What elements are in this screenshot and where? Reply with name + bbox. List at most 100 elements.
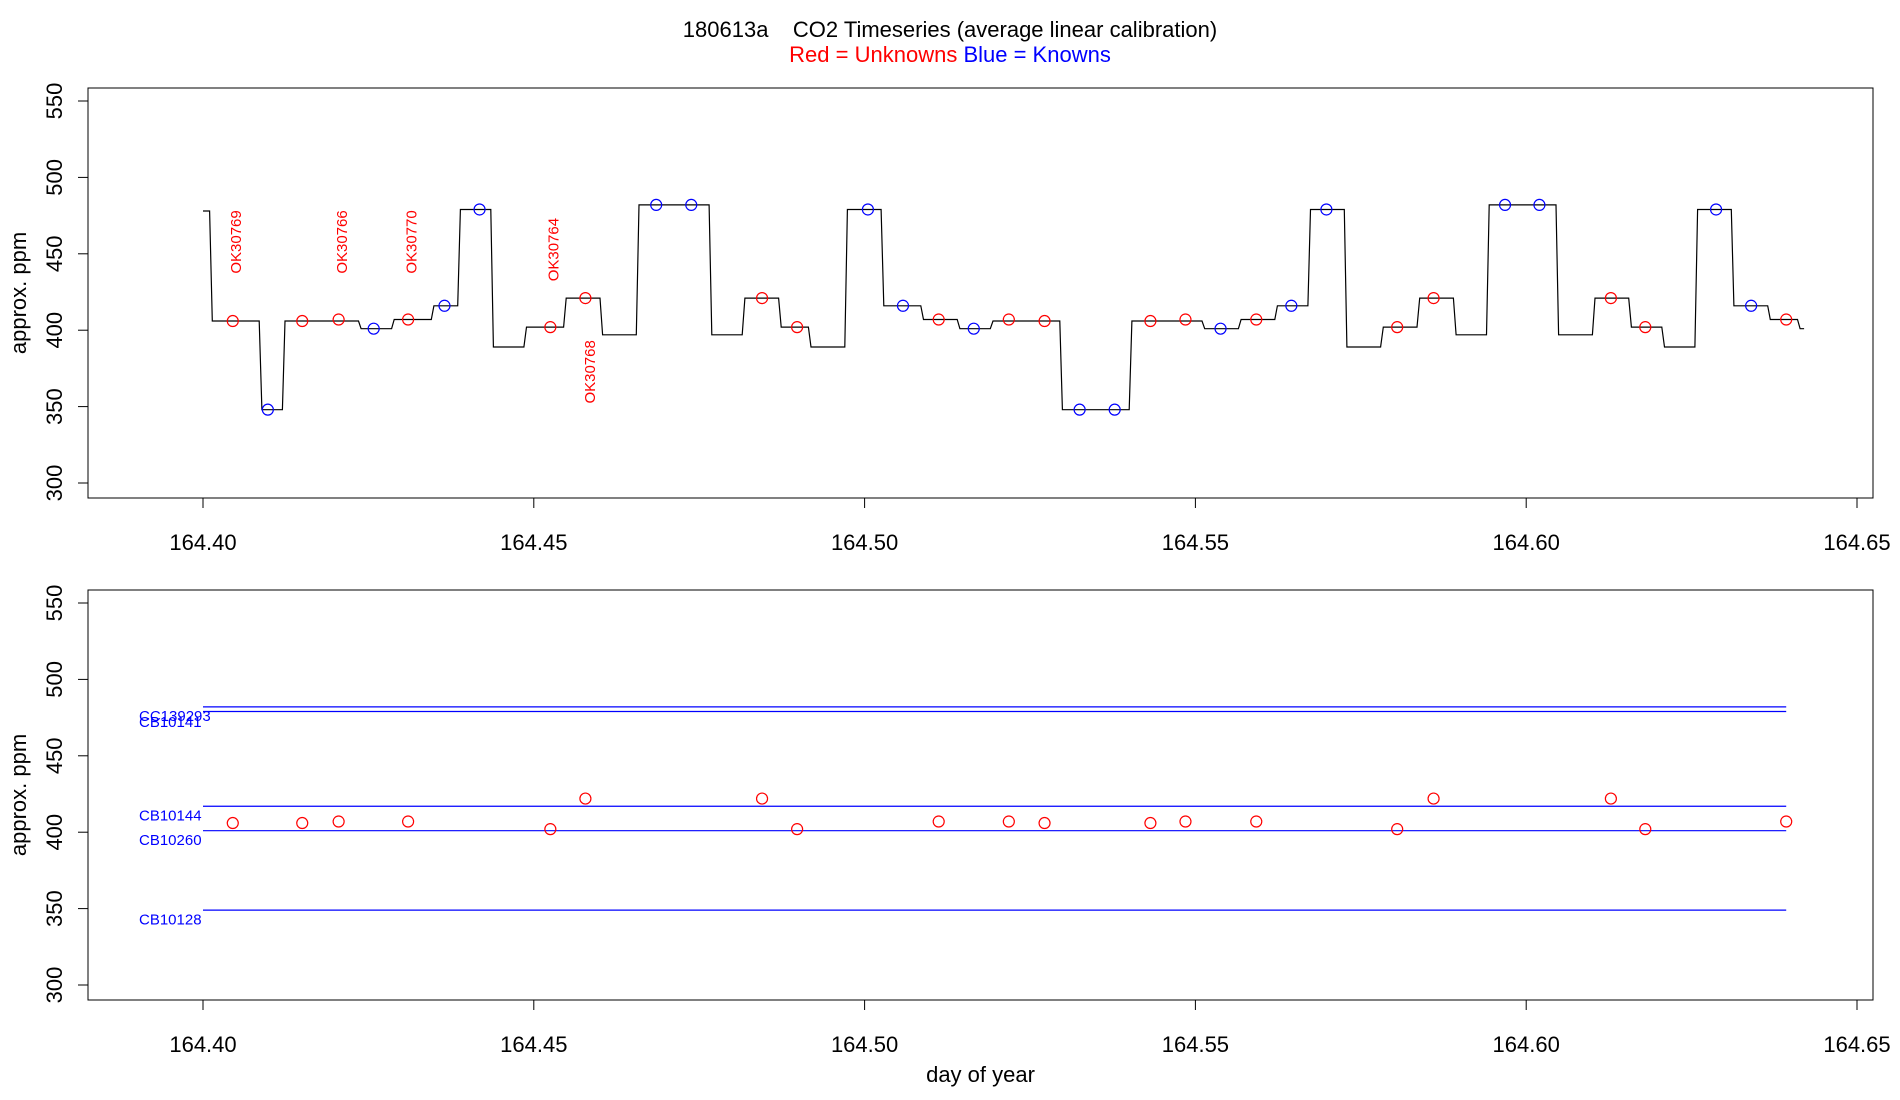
x-tick-label: 164.60	[1493, 1032, 1560, 1057]
x-tick-label: 164.45	[500, 530, 567, 555]
known-point	[367, 322, 380, 335]
unknown-point	[1639, 823, 1652, 836]
known-point	[1533, 198, 1546, 212]
y-axis-label: approx. ppm	[6, 232, 31, 354]
unknown-point	[544, 823, 557, 836]
unknown-point	[401, 815, 415, 828]
unknown-point	[932, 313, 945, 326]
y-tick-label: 400	[42, 814, 67, 851]
unknown-point	[1002, 815, 1015, 828]
unknown-point	[1179, 815, 1192, 828]
unknown-point	[1250, 815, 1263, 828]
unknown-point	[401, 313, 415, 326]
known-point	[861, 203, 875, 216]
x-tick-label: 164.40	[169, 1032, 236, 1057]
y-tick-label: 450	[42, 235, 67, 272]
known-point	[1108, 403, 1121, 416]
y-tick-label: 500	[42, 159, 67, 196]
x-tick-label: 164.40	[169, 530, 236, 555]
sample-id-label: OK30770	[403, 210, 420, 273]
plot-frame	[87, 589, 1874, 1001]
y-tick-label: 350	[42, 388, 67, 425]
unknown-point	[755, 292, 769, 305]
unknown-point	[755, 792, 769, 805]
unknown-point	[1002, 313, 1015, 326]
unknown-point	[332, 815, 345, 828]
co2-trace-line	[203, 204, 1805, 411]
y-tick-label: 300	[42, 967, 67, 1004]
x-tick-label: 164.45	[500, 1032, 567, 1057]
unknown-point	[579, 292, 592, 305]
unknown-point	[932, 815, 945, 828]
unknown-point	[1780, 815, 1793, 828]
x-tick-label: 164.55	[1162, 530, 1229, 555]
y-tick-label: 400	[42, 312, 67, 349]
known-point	[438, 299, 451, 312]
chart-subtitle: Red = Unknowns Blue = Knowns	[789, 42, 1111, 67]
known-point	[650, 198, 663, 212]
known-point	[967, 322, 980, 335]
unknown-point	[1179, 313, 1192, 326]
known-point	[1285, 299, 1298, 312]
unknown-point	[1604, 292, 1617, 305]
unknown-point	[226, 314, 239, 328]
unknown-point	[1427, 792, 1440, 805]
unknown-point	[1391, 321, 1404, 334]
unknown-point	[791, 823, 804, 836]
known-point	[1073, 403, 1086, 416]
y-tick-label: 450	[42, 737, 67, 774]
x-tick-label: 164.65	[1823, 530, 1890, 555]
known-point	[473, 203, 486, 216]
known-point	[1498, 198, 1512, 212]
sample-id-label: OK30768	[582, 340, 599, 403]
unknown-point	[1604, 792, 1617, 805]
top-panel: 164.40 164.45 164.50 164.55 164.60 164.65 300 3…	[6, 83, 1891, 555]
unknown-point	[332, 313, 345, 326]
y-tick-label: 550	[42, 585, 67, 622]
unknown-point	[1250, 313, 1263, 326]
reference-line-label: CB10141	[139, 714, 202, 731]
reference-line-label: CB10144	[139, 807, 202, 824]
unknown-point	[296, 816, 309, 830]
unknown-point	[1427, 292, 1440, 305]
known-point	[896, 299, 910, 312]
reference-line-label: CB10128	[139, 911, 202, 928]
x-tick-label: 164.65	[1823, 1032, 1890, 1057]
sample-id-label: OK30769	[228, 210, 245, 273]
sample-id-label: OK30766	[334, 210, 351, 273]
known-point	[1214, 322, 1227, 335]
unknown-point	[791, 321, 804, 334]
known-point	[1745, 299, 1758, 312]
unknown-point	[296, 314, 309, 328]
plot-frame	[87, 87, 1874, 499]
unknown-point	[1639, 321, 1652, 334]
known-point	[1709, 203, 1723, 216]
unknown-point	[579, 792, 592, 805]
subtitle-unknowns: Red = Unknowns	[789, 42, 957, 67]
y-tick-label: 500	[42, 661, 67, 698]
chart-title: 180613a CO2 Timeseries (average linear c…	[683, 17, 1217, 42]
unknown-point	[226, 816, 239, 830]
unknown-point	[1144, 816, 1157, 830]
known-point	[685, 198, 698, 212]
x-tick-label: 164.55	[1162, 1032, 1229, 1057]
x-axis-label: day of year	[926, 1062, 1035, 1087]
reference-line-label: CB10260	[139, 832, 202, 849]
x-tick-label: 164.50	[831, 530, 898, 555]
unknown-point	[1780, 313, 1793, 326]
x-tick-label: 164.60	[1493, 530, 1560, 555]
reference-line-label: CC139293	[139, 708, 211, 725]
unknown-point	[1391, 823, 1404, 836]
subtitle-knowns: Blue = Knowns	[963, 42, 1110, 67]
y-axis-label: approx. ppm	[6, 734, 31, 856]
y-tick-label: 350	[42, 890, 67, 927]
known-point	[1320, 203, 1333, 216]
known-point	[261, 403, 274, 416]
y-tick-label: 550	[42, 83, 67, 120]
unknown-point	[1144, 314, 1157, 328]
bottom-panel: 164.40 164.45 164.50 164.55 164.60 164.65 300 3…	[6, 585, 1891, 1087]
unknown-point	[1038, 314, 1051, 328]
x-tick-label: 164.50	[831, 1032, 898, 1057]
unknown-point	[1038, 816, 1051, 830]
